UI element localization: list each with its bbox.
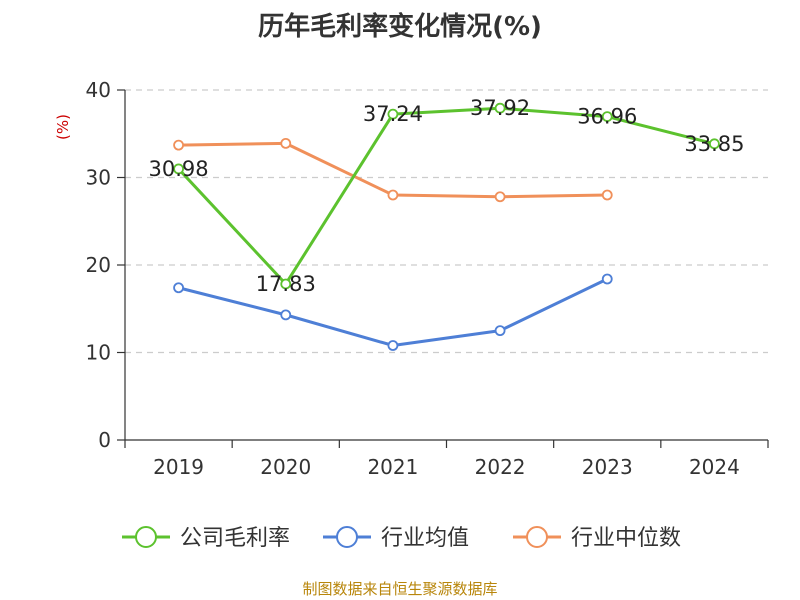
data-point [387,340,399,351]
legend-marker [135,526,157,548]
data-point [280,137,292,149]
data-label: 17.83 [256,272,316,296]
data-label: 30.98 [149,157,209,181]
y-tick-label: 20 [86,253,111,277]
data-point [387,189,399,201]
data-point [280,278,292,290]
data-point [709,138,720,150]
data-point [280,309,292,321]
data-label: 37.92 [470,96,530,120]
legend-label: 行业均值 [381,526,469,551]
data-point [173,282,184,294]
data-point [494,191,506,203]
data-label: 36.96 [577,105,637,129]
x-tick-label: 2021 [367,455,418,479]
y-tick-label: 40 [86,78,111,102]
data-point [173,163,184,175]
data-point [601,273,613,285]
x-tick-label: 2022 [475,455,526,479]
data-point [601,189,613,201]
data-label: 37.24 [363,102,423,126]
data-point [173,139,184,151]
x-tick-label: 2020 [260,455,311,479]
series-line [178,141,608,199]
y-tick-label: 0 [98,428,111,452]
grid-lines [125,89,768,354]
legend-marker [526,526,548,548]
data-label: 33.85 [684,132,744,156]
x-tick-label: 2019 [153,455,204,479]
legend: 公司毛利率 行业均值 行业中位数 [122,526,681,551]
y-tick-label: 10 [86,341,111,365]
legend-label: 行业中位数 [571,526,681,551]
source-note: 制图数据来自恒生聚源数据库 [302,580,498,598]
x-tick-label: 2024 [689,455,740,479]
series-line [177,106,715,286]
y-axis-label: (%) [54,114,72,140]
y-tick-label: 30 [86,166,111,190]
data-point [601,111,613,122]
series-group: 30.98 17.83 37.24 37.92 36.96 33.85 [149,96,744,351]
chart-title: 历年毛利率变化情况(%) [258,12,542,42]
data-point [387,108,399,120]
x-tick-label: 2023 [582,455,633,479]
axes: 0 10 20 30 40 2019 2020 2021 2022 2023 2024 [86,78,769,479]
legend-label: 公司毛利率 [180,526,290,551]
series-line [178,277,608,347]
legend-marker [336,526,358,548]
data-point [494,325,506,337]
data-point [494,102,506,114]
